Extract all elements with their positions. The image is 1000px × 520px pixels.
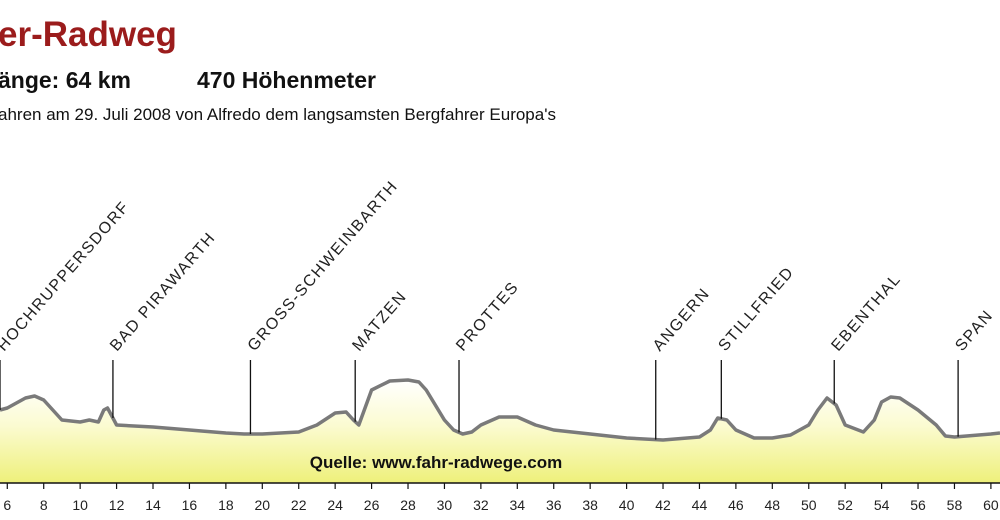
x-tick-label: 48 — [765, 497, 781, 513]
x-tick-label: 32 — [473, 497, 489, 513]
x-tick-label: 54 — [874, 497, 890, 513]
climb: 470 Höhenmeter — [197, 67, 376, 93]
place-label: SPAN — [952, 307, 997, 355]
x-tick-label: 58 — [947, 497, 963, 513]
x-tick-label: 46 — [728, 497, 744, 513]
length: änge: 64 km — [0, 67, 131, 93]
x-tick-label: 50 — [801, 497, 817, 513]
x-tick-label: 12 — [109, 497, 125, 513]
source: Quelle: www.fahr-radwege.com — [310, 453, 563, 472]
elevation-line — [0, 378, 1000, 442]
subtitle: ahren am 29. Juli 2008 von Alfredo dem l… — [0, 105, 556, 124]
x-tick-label: 60 — [983, 497, 999, 513]
x-tick-label: 22 — [291, 497, 307, 513]
x-tick-label: 14 — [145, 497, 161, 513]
x-tick-label: 56 — [910, 497, 926, 513]
place-label: PROTTES — [453, 279, 522, 355]
place-label: EBENTHAL — [828, 271, 904, 355]
place-label: BAD PIRAWARTH — [107, 229, 219, 354]
chart-title: er-Radweg — [0, 15, 177, 54]
x-tick-label: 6 — [3, 497, 11, 513]
place-label: MATZEN — [349, 288, 410, 355]
x-tick-label: 44 — [692, 497, 708, 513]
x-tick-label: 16 — [182, 497, 198, 513]
x-tick-label: 20 — [255, 497, 271, 513]
place-label: STILLFRIED — [716, 264, 798, 355]
x-tick-label: 24 — [327, 497, 343, 513]
x-tick-label: 36 — [546, 497, 562, 513]
place-label: HOCHRUPPERSDORF — [0, 198, 133, 354]
x-tick-label: 18 — [218, 497, 234, 513]
x-tick-label: 10 — [72, 497, 88, 513]
area-fill — [0, 380, 1000, 483]
x-tick-label: 30 — [437, 497, 453, 513]
x-tick-label: 38 — [582, 497, 598, 513]
x-tick-label: 28 — [400, 497, 416, 513]
x-tick-label: 52 — [837, 497, 853, 513]
x-tick-label: 40 — [619, 497, 635, 513]
x-tick-label: 34 — [510, 497, 526, 513]
x-tick-label: 42 — [655, 497, 671, 513]
x-tick-label: 26 — [364, 497, 380, 513]
x-tick-label: 8 — [40, 497, 48, 513]
place-label: ANGERN — [650, 285, 714, 355]
